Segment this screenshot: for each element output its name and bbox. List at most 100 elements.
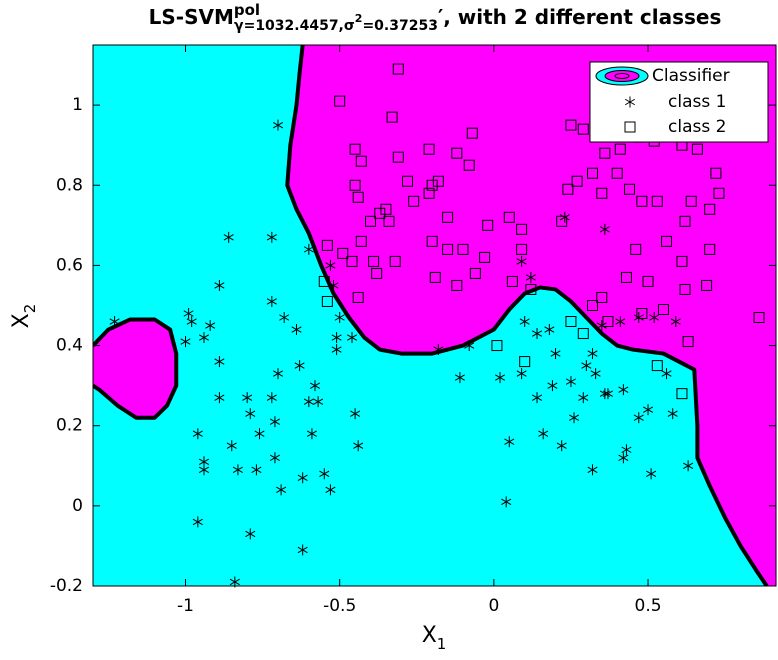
data-point <box>590 368 601 380</box>
data-point <box>346 332 358 344</box>
data-point <box>701 279 713 291</box>
data-point <box>294 360 305 372</box>
data-point <box>269 452 280 464</box>
data-point <box>550 348 561 360</box>
data-point <box>254 428 265 440</box>
data-point <box>349 143 361 155</box>
y-tick-label: 0 <box>72 496 83 516</box>
data-point <box>297 544 308 556</box>
decision-boundary <box>93 317 179 420</box>
data-point <box>272 119 284 131</box>
data-point <box>226 440 237 452</box>
legend-marker <box>624 96 636 108</box>
data-point <box>242 392 253 404</box>
title-rest: ′, with 2 different classes <box>438 5 721 29</box>
data-point <box>325 484 336 496</box>
data-point <box>318 275 330 287</box>
data-point <box>269 416 280 428</box>
data-point <box>661 235 673 247</box>
title-sub-end: =0.37253 <box>362 18 438 34</box>
data-point <box>531 328 543 340</box>
data-point <box>442 211 454 223</box>
data-point <box>214 356 225 368</box>
data-point <box>352 191 364 203</box>
data-point <box>223 231 234 243</box>
data-point <box>408 195 420 207</box>
data-point <box>451 279 463 291</box>
data-point <box>602 316 614 328</box>
data-point <box>454 372 465 384</box>
legend-icon <box>614 73 630 79</box>
data-point <box>624 183 636 195</box>
data-point <box>303 243 314 255</box>
data-point <box>710 167 722 179</box>
data-point <box>469 267 481 279</box>
data-point <box>679 215 691 227</box>
data-point <box>519 316 530 328</box>
data-point <box>581 360 592 372</box>
data-point <box>325 259 336 271</box>
data-point <box>516 243 528 255</box>
data-point <box>556 440 567 452</box>
data-point <box>328 279 339 291</box>
x-tick-label: -1 <box>177 596 194 616</box>
data-point <box>538 428 549 440</box>
data-point <box>494 372 506 384</box>
data-point <box>753 312 765 324</box>
data-point <box>506 275 518 287</box>
data-point <box>429 271 441 283</box>
data-point <box>432 175 444 187</box>
data-point <box>346 255 358 267</box>
data-point <box>331 332 342 344</box>
data-point <box>501 496 512 508</box>
data-point <box>276 484 287 496</box>
data-point <box>279 312 290 324</box>
y-tick-label: -0.2 <box>50 576 83 596</box>
data-point <box>565 119 577 131</box>
data-point <box>599 223 610 235</box>
data-point <box>587 167 599 179</box>
data-point <box>389 255 401 267</box>
data-point <box>713 187 725 199</box>
data-point <box>266 392 277 404</box>
title-sub: γ=1032.4457,σ <box>234 18 355 34</box>
data-point <box>491 340 503 352</box>
data-point <box>577 123 589 135</box>
legend-label: Classifier <box>652 66 730 86</box>
data-point <box>337 247 349 259</box>
data-point <box>433 344 444 356</box>
data-point <box>350 408 361 420</box>
region-class-2 <box>287 45 776 586</box>
data-point <box>587 299 599 311</box>
axes-box <box>92 44 777 587</box>
data-point <box>577 328 589 340</box>
data-point <box>426 235 438 247</box>
data-point <box>321 239 333 251</box>
data-point <box>691 143 703 155</box>
data-point <box>303 396 314 408</box>
data-point <box>371 267 383 279</box>
data-point <box>556 215 568 227</box>
region-class-2 <box>93 319 177 418</box>
data-point <box>670 316 681 328</box>
data-point <box>599 147 611 159</box>
data-point <box>331 344 342 356</box>
data-point <box>568 412 580 424</box>
data-point <box>392 63 404 75</box>
data-point <box>442 243 454 255</box>
data-point <box>266 295 277 307</box>
x-tick-label: -0.5 <box>323 596 356 616</box>
title-sup: pol <box>234 1 260 19</box>
data-point <box>334 95 346 107</box>
data-point <box>383 215 395 227</box>
x-tick-label: 0 <box>488 596 499 616</box>
data-point <box>531 392 543 404</box>
data-point <box>661 368 672 380</box>
y-tick-label: 0.2 <box>56 416 83 436</box>
x-label-text: X <box>422 623 437 648</box>
data-point <box>562 183 574 195</box>
data-point <box>368 255 380 267</box>
x-label-sub: 1 <box>437 635 447 653</box>
data-point <box>109 316 120 328</box>
